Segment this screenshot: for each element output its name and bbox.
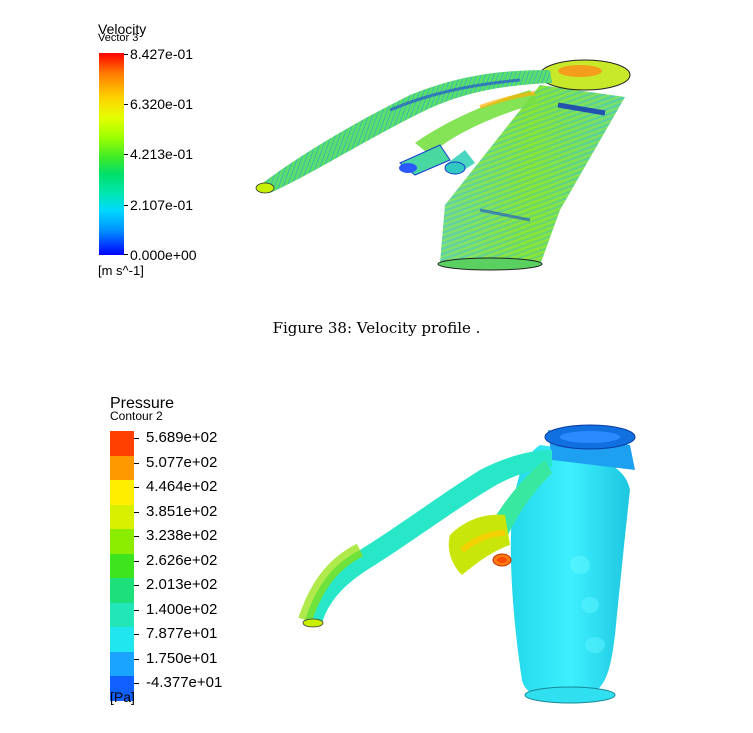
pressure-color-band xyxy=(110,627,134,652)
velocity-unit-label: [m s^-1] xyxy=(98,263,144,278)
pressure-color-band xyxy=(110,431,134,456)
pressure-tick-label: 1.400e+02 xyxy=(146,601,218,618)
pressure-tick-mark xyxy=(134,487,139,488)
pressure-tick-mark xyxy=(134,536,139,537)
velocity-tick-mark xyxy=(124,205,128,206)
pressure-color-band xyxy=(110,602,134,627)
pressure-middle-branch xyxy=(490,460,552,535)
pressure-tick-mark xyxy=(134,609,139,611)
pressure-color-band xyxy=(110,455,134,480)
pressure-tick-label: 4.464e+02 xyxy=(146,478,218,495)
velocity-tick-mark xyxy=(124,54,128,55)
pressure-tick-mark xyxy=(134,585,139,586)
pressure-tick-mark xyxy=(134,511,139,513)
velocity-tick-label: 6.320e-01 xyxy=(130,96,194,112)
pressure-tick-label: 2.013e+02 xyxy=(146,576,218,593)
pressure-tick-label: 3.238e+02 xyxy=(146,527,218,544)
pressure-tick-mark xyxy=(134,438,139,439)
pressure-color-band xyxy=(110,529,134,554)
pressure-tick-label: 3.851e+02 xyxy=(146,503,218,520)
velocity-tick-mark xyxy=(124,254,128,255)
pressure-color-band xyxy=(110,504,134,529)
pressure-tick-mark xyxy=(134,683,139,684)
vector-bottom-outlet xyxy=(437,257,543,271)
pressure-stub xyxy=(448,514,510,575)
vector-left-branch xyxy=(260,70,552,193)
velocity-tick-mark xyxy=(124,154,128,155)
velocity-figure: Velocity Vector 3 8.427e-01 6.320e-01 4.… xyxy=(0,0,753,300)
pressure-tick-label: 5.689e+02 xyxy=(146,429,218,446)
pressure-unit-label: [Pa] xyxy=(110,689,135,705)
pressure-tick-mark xyxy=(134,634,139,635)
pressure-left-branch xyxy=(305,450,552,623)
velocity-tick-label: 2.107e-01 xyxy=(130,197,194,213)
velocity-tick-label: 8.427e-01 xyxy=(130,46,194,62)
pressure-color-band xyxy=(110,578,134,603)
pressure-legend-subtitle: Contour 2 xyxy=(110,409,163,423)
pressure-tick-label: -4.377e+01 xyxy=(146,674,223,691)
vector-middle-branch xyxy=(415,90,538,155)
pressure-color-band xyxy=(110,676,134,701)
velocity-tick-mark xyxy=(124,104,128,105)
pressure-tick-label: 1.750e+01 xyxy=(146,650,218,667)
pressure-tick-label: 2.626e+02 xyxy=(146,552,218,569)
pressure-color-band xyxy=(110,480,134,505)
pressure-trunk xyxy=(510,445,630,701)
velocity-tick-label: 0.000e+00 xyxy=(130,247,197,263)
pressure-legend-title: Pressure xyxy=(110,395,175,412)
velocity-colorbar xyxy=(99,53,124,255)
velocity-legend-title: Velocity xyxy=(98,21,147,37)
figure-caption: Figure 38: Velocity profile . xyxy=(272,319,481,337)
velocity-vector-field-render xyxy=(255,59,631,271)
pressure-tick-mark xyxy=(134,462,139,464)
pressure-color-band xyxy=(110,553,134,578)
pressure-contour-render xyxy=(298,424,636,704)
pressure-tick-label: 5.077e+02 xyxy=(146,454,218,471)
velocity-legend-subtitle: Vector 3 xyxy=(98,32,139,44)
velocity-tick-label: 4.213e-01 xyxy=(130,146,194,162)
pressure-tick-mark xyxy=(134,560,139,562)
pressure-tick-mark xyxy=(134,658,139,660)
pressure-color-band xyxy=(110,651,134,676)
pressure-tick-label: 7.877e+01 xyxy=(146,625,218,642)
